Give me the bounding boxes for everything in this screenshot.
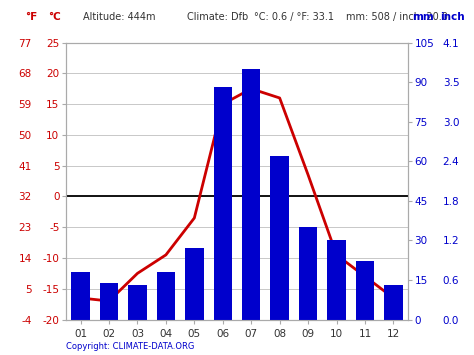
Bar [100, 283, 118, 320]
Bar [270, 156, 289, 320]
Bar [185, 248, 203, 320]
Text: Copyright: CLIMATE-DATA.ORG: Copyright: CLIMATE-DATA.ORG [66, 343, 195, 351]
Bar [128, 285, 146, 320]
Bar [71, 272, 90, 320]
Text: °C: 0.6 / °F: 33.1: °C: 0.6 / °F: 33.1 [254, 12, 334, 22]
Text: °C: °C [48, 12, 61, 22]
Text: mm: mm [412, 12, 434, 22]
Bar [213, 87, 232, 320]
Bar [384, 285, 402, 320]
Bar [299, 227, 317, 320]
Bar [242, 69, 260, 320]
Text: Altitude: 444m: Altitude: 444m [83, 12, 155, 22]
Bar [156, 272, 175, 320]
Text: Climate: Dfb: Climate: Dfb [187, 12, 248, 22]
Text: °F: °F [25, 12, 37, 22]
Text: inch: inch [440, 12, 465, 22]
Text: mm: 508 / inch: 20.0: mm: 508 / inch: 20.0 [346, 12, 448, 22]
Bar [327, 240, 346, 320]
Bar [356, 262, 374, 320]
